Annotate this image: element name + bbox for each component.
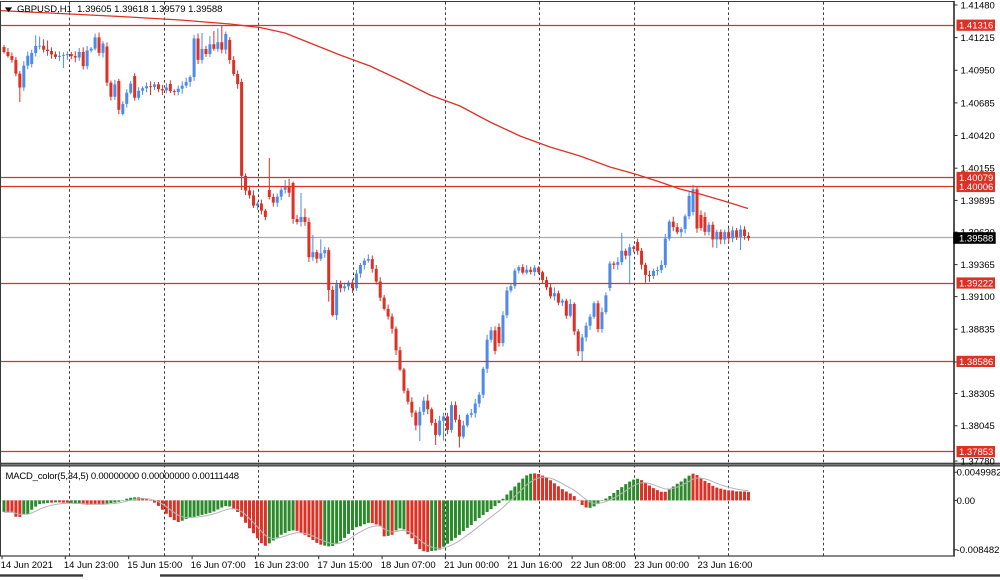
svg-text:14 Jun 23:00: 14 Jun 23:00 [64,560,119,571]
svg-text:1.39588: 1.39588 [959,233,993,244]
svg-text:21 Jun 16:00: 21 Jun 16:00 [507,560,562,571]
svg-text:1.39895: 1.39895 [961,196,995,207]
svg-text:1.37853: 1.37853 [959,447,993,458]
svg-text:1.40006: 1.40006 [959,182,993,193]
svg-text:1.39100: 1.39100 [961,292,995,303]
svg-text:23 Jun 00:00: 23 Jun 00:00 [634,560,689,571]
svg-text:1.38835: 1.38835 [961,325,995,336]
svg-text:1.41215: 1.41215 [961,33,995,44]
svg-text:17 Jun 15:00: 17 Jun 15:00 [317,560,372,571]
svg-text:23 Jun 16:00: 23 Jun 16:00 [698,560,753,571]
svg-text:1.41480: 1.41480 [961,0,995,11]
svg-text:1.41316: 1.41316 [959,21,993,32]
svg-text:1.37780: 1.37780 [961,456,995,467]
svg-text:1.38045: 1.38045 [961,421,995,432]
svg-text:18 Jun 07:00: 18 Jun 07:00 [381,560,436,571]
svg-text:14 Jun 2021: 14 Jun 2021 [1,560,53,571]
svg-text:-0.008482: -0.008482 [957,545,1000,556]
svg-text:1.38586: 1.38586 [959,357,993,368]
svg-text:1.40685: 1.40685 [961,98,995,109]
svg-text:0.0049982: 0.0049982 [957,468,1000,479]
svg-text:1.39222: 1.39222 [959,278,993,289]
svg-text:1.40079: 1.40079 [959,173,993,184]
svg-text:21 Jun 00:00: 21 Jun 00:00 [444,560,499,571]
svg-text:16 Jun 23:00: 16 Jun 23:00 [254,560,309,571]
svg-text:0.00: 0.00 [957,496,976,507]
svg-text:15 Jun 15:00: 15 Jun 15:00 [127,560,182,571]
svg-text:1.40420: 1.40420 [961,131,995,142]
svg-text:1.40155: 1.40155 [961,164,995,175]
svg-text:1.39365: 1.39365 [961,260,995,271]
svg-text:GBPUSD,H1 1.39605 1.39618 1.3: GBPUSD,H1 1.39605 1.39618 1.39579 1.3958… [17,4,222,15]
svg-text:1.40950: 1.40950 [961,66,995,77]
svg-text:1.38305: 1.38305 [961,389,995,400]
svg-text:MACD_color(5,34,5) 0.00000000: MACD_color(5,34,5) 0.00000000 0.00000000… [6,471,240,482]
svg-text:22 Jun 08:00: 22 Jun 08:00 [571,560,626,571]
svg-text:16 Jun 07:00: 16 Jun 07:00 [191,560,246,571]
